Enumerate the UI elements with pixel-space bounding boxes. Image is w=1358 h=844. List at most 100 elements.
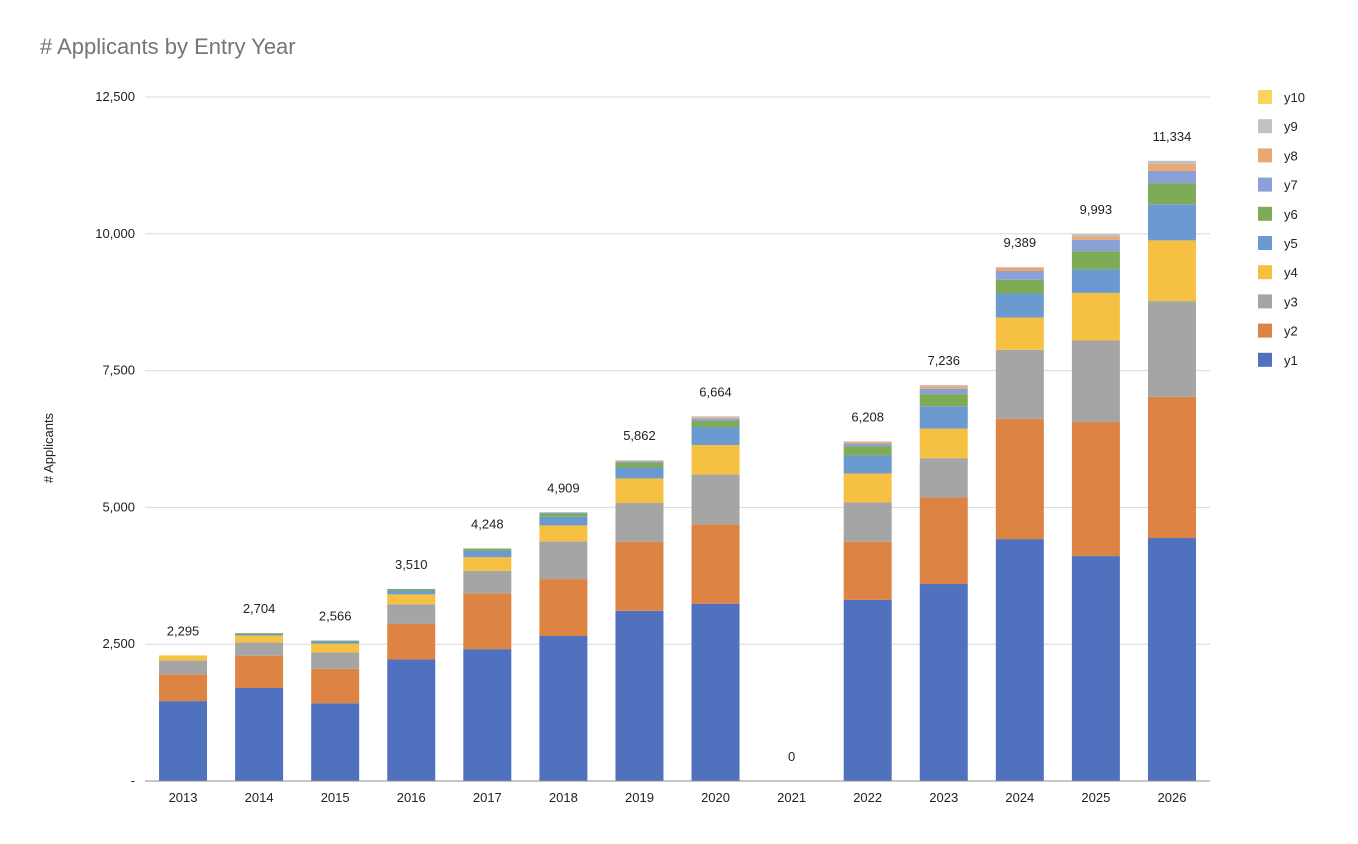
legend-label: y5 <box>1284 236 1298 251</box>
bar-segment-y1 <box>691 603 740 781</box>
legend-swatch <box>1258 236 1272 250</box>
legend: y10 y9 y8 y7 y6 y5 y4 y3 y2 y1 <box>1258 90 1305 368</box>
bar-segment-y7 <box>691 418 740 421</box>
legend-swatch <box>1258 90 1272 104</box>
bar-segment-y5 <box>387 590 436 595</box>
legend-label: y6 <box>1284 207 1298 222</box>
bar-segment-y6 <box>387 588 436 591</box>
bar-segment-y2 <box>387 623 436 660</box>
bar-segment-y3 <box>843 502 892 542</box>
legend-swatch <box>1258 294 1272 309</box>
total-label: 4,909 <box>547 480 580 495</box>
bar-segment-y7 <box>995 271 1044 280</box>
bar-segment-y4 <box>387 594 436 605</box>
y-tick-label: 2,500 <box>102 636 135 651</box>
total-label: 11,334 <box>1153 129 1192 144</box>
bar-segment-y1 <box>919 584 968 781</box>
bar-segment-y9 <box>919 385 968 387</box>
legend-label: y10 <box>1284 90 1305 105</box>
y-tick-label: 7,500 <box>102 363 135 378</box>
bar-segment-y5 <box>1147 204 1196 241</box>
bar-segment-y5 <box>919 406 968 429</box>
bar-segment-y3 <box>463 570 512 594</box>
bar-segment-y3 <box>691 474 740 525</box>
legend-label: y7 <box>1284 178 1298 193</box>
bar-segment-y7 <box>919 388 968 395</box>
legend-label: y2 <box>1284 324 1298 339</box>
bar-segment-y6 <box>1071 251 1120 270</box>
bar-segment-y8 <box>1071 236 1120 240</box>
x-tick-label: 2017 <box>473 790 502 805</box>
bar-segment-y9 <box>1147 160 1196 165</box>
legend-swatch <box>1258 206 1272 221</box>
bar-segment-y8 <box>615 460 664 462</box>
total-label: 6,208 <box>851 409 884 424</box>
bar-segment-y5 <box>539 516 588 526</box>
y-tick-label: 12,500 <box>95 89 135 104</box>
bar-segment-y1 <box>1147 538 1196 781</box>
bar-segment-y1 <box>235 687 284 781</box>
bar-segment-y3 <box>1071 340 1120 423</box>
bar-segment-y2 <box>919 497 968 585</box>
bar-segment-y1 <box>387 659 436 781</box>
bar-segment-y4 <box>1071 292 1120 341</box>
bar-segment-y6 <box>235 633 284 634</box>
bar-segment-y4 <box>1147 240 1196 302</box>
bar-segment-y4 <box>615 478 664 504</box>
total-label: 2,566 <box>319 609 352 624</box>
bar-segment-y2 <box>463 593 512 650</box>
legend-swatch <box>1258 265 1272 280</box>
x-tick-label: 2026 <box>1158 790 1187 805</box>
bar-segment-y2 <box>539 579 588 636</box>
bar-segment-y9 <box>615 460 664 461</box>
bar-segment-y3 <box>159 660 208 675</box>
bar-segment-y9 <box>1071 234 1120 237</box>
bar-segment-y5 <box>691 426 740 446</box>
axes: - 2,500 5,000 7,500 10,000 12,500 2013 2014 2015… <box>95 89 1210 805</box>
legend-label: y1 <box>1284 353 1298 368</box>
bar-segment-y6 <box>615 462 664 468</box>
bar-segment-y6 <box>691 420 740 427</box>
legend-swatch <box>1258 177 1272 192</box>
bar-segment-y8 <box>1147 164 1196 171</box>
legend-swatch <box>1258 323 1272 338</box>
bar-segment-y2 <box>235 655 284 688</box>
total-label: 7,236 <box>927 353 960 368</box>
bar-segment-y8 <box>843 441 892 444</box>
bar-segment-y6 <box>1147 183 1196 205</box>
bar-segment-y2 <box>159 674 208 702</box>
bar-segment-y8 <box>919 386 968 389</box>
total-label: 9,993 <box>1080 202 1113 217</box>
bar-segment-y3 <box>539 541 588 580</box>
legend-item-y5: y5 <box>1258 236 1298 251</box>
bar-segment-y1 <box>311 703 360 781</box>
bar-segment-y7 <box>843 443 892 447</box>
bar-segment-y3 <box>919 458 968 498</box>
bar-segment-y2 <box>843 541 892 600</box>
bar-segment-y5 <box>235 633 284 636</box>
legend-label: y3 <box>1284 294 1298 309</box>
bar-segment-y4 <box>463 557 512 571</box>
bar-segment-y3 <box>387 604 436 624</box>
bar-segment-y2 <box>1147 396 1196 539</box>
bar-segment-y5 <box>463 550 512 558</box>
y-tick-label: 5,000 <box>102 499 135 514</box>
y-tick-label: - <box>131 773 135 788</box>
bar-segment-y4 <box>843 473 892 503</box>
x-tick-label: 2015 <box>321 790 350 805</box>
x-tick-label: 2021 <box>777 790 806 805</box>
bar-segment-y4 <box>311 643 360 653</box>
data-labels: 2,295 2,704 2,566 3,510 4,248 4,909 5,862 6,664… <box>167 129 1192 764</box>
bar-segment-y3 <box>615 503 664 542</box>
total-label: 3,510 <box>395 557 428 572</box>
bar-segment-y4 <box>235 635 284 643</box>
bar-segment-y6 <box>919 394 968 407</box>
x-tick-label: 2022 <box>853 790 882 805</box>
x-tick-label: 2014 <box>245 790 274 805</box>
legend-item-y6: y6 <box>1258 206 1298 222</box>
total-label: 9,389 <box>1004 235 1037 250</box>
x-tick-label: 2025 <box>1081 790 1110 805</box>
x-tick-label: 2018 <box>549 790 578 805</box>
x-tick-label: 2016 <box>397 790 426 805</box>
